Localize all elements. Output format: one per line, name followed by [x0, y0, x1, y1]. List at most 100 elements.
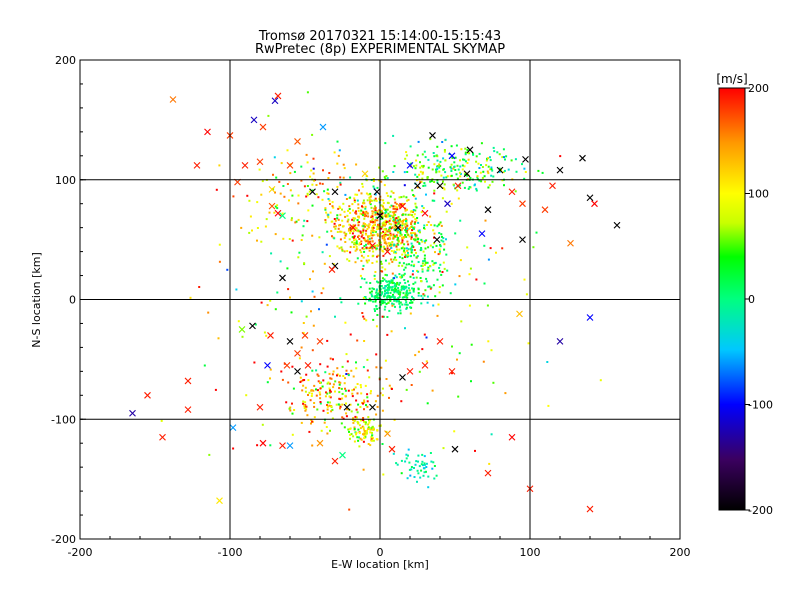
- data-point: [431, 467, 434, 470]
- data-point: [477, 162, 480, 165]
- data-point: [410, 251, 413, 254]
- data-point: [333, 237, 336, 240]
- data-point: [372, 318, 375, 321]
- data-point: [407, 280, 409, 283]
- data-point: [401, 236, 403, 239]
- data-point: [413, 287, 415, 290]
- data-point: [370, 438, 373, 440]
- data-point: [338, 247, 341, 250]
- data-point: [349, 251, 352, 254]
- data-point: [285, 401, 288, 404]
- data-point: [373, 277, 376, 280]
- data-point: [355, 229, 358, 232]
- data-point: [321, 385, 324, 388]
- data-point: [266, 304, 269, 307]
- data-point: [392, 452, 395, 455]
- data-point: [396, 208, 399, 211]
- data-point: [354, 217, 357, 220]
- cross-marker: [579, 154, 586, 162]
- data-point: [450, 163, 453, 166]
- data-point: [386, 333, 389, 336]
- data-point: [457, 168, 460, 171]
- data-point: [402, 285, 405, 288]
- data-point: [408, 289, 411, 292]
- cross-marker: [294, 138, 301, 145]
- data-point: [392, 303, 395, 306]
- data-point: [323, 262, 326, 265]
- data-point: [383, 241, 386, 244]
- data-point: [427, 266, 430, 269]
- cross-marker: [478, 230, 486, 238]
- data-point: [413, 238, 415, 241]
- data-point: [462, 158, 464, 161]
- data-point: [306, 185, 309, 187]
- data-point: [334, 315, 336, 318]
- data-point: [433, 224, 436, 227]
- data-point: [417, 261, 420, 263]
- data-point: [436, 155, 439, 158]
- data-point: [372, 227, 375, 229]
- data-point: [289, 406, 292, 409]
- data-point: [413, 249, 416, 251]
- data-point: [403, 223, 406, 226]
- data-point: [399, 242, 402, 245]
- data-point: [367, 416, 370, 419]
- data-point: [297, 194, 300, 197]
- cross-marker: [448, 152, 456, 160]
- data-point: [344, 321, 347, 324]
- data-point: [338, 381, 341, 384]
- data-point: [480, 142, 483, 145]
- data-point: [423, 224, 426, 227]
- colorbar-tick-label: 100: [748, 188, 769, 201]
- data-point: [413, 222, 416, 225]
- data-point: [380, 180, 383, 183]
- data-point: [415, 460, 418, 463]
- data-point: [490, 433, 493, 436]
- data-point: [415, 164, 418, 167]
- data-point: [299, 381, 302, 383]
- data-point: [425, 280, 428, 283]
- data-point: [297, 202, 300, 205]
- data-point: [226, 268, 229, 271]
- data-point: [368, 235, 371, 238]
- data-point: [401, 239, 404, 242]
- x-tick-label: 0: [377, 546, 384, 559]
- data-point: [389, 242, 392, 245]
- data-point: [394, 287, 397, 290]
- y-tick-label: -200: [51, 533, 76, 546]
- data-point: [440, 273, 443, 276]
- data-point: [504, 158, 506, 161]
- data-point: [510, 159, 513, 162]
- data-point: [456, 189, 459, 192]
- data-point: [387, 212, 390, 215]
- data-point: [393, 282, 396, 284]
- data-point: [385, 229, 388, 232]
- data-point: [293, 409, 296, 411]
- data-point: [419, 476, 422, 479]
- data-point: [412, 290, 415, 293]
- data-point: [397, 312, 400, 315]
- data-point: [541, 171, 544, 174]
- data-point: [346, 360, 349, 363]
- data-point: [264, 225, 267, 228]
- data-point: [353, 420, 356, 422]
- data-point: [362, 440, 365, 443]
- data-point: [362, 417, 365, 419]
- data-point: [341, 397, 344, 400]
- data-point: [426, 301, 429, 304]
- data-point: [330, 377, 333, 380]
- data-point: [398, 226, 401, 229]
- data-point: [343, 231, 346, 234]
- data-point: [411, 301, 414, 304]
- data-point: [359, 249, 362, 252]
- data-point: [464, 147, 467, 150]
- data-point: [412, 270, 414, 273]
- data-point: [373, 234, 376, 237]
- data-point: [480, 180, 483, 183]
- data-point: [388, 215, 391, 218]
- data-point: [372, 178, 375, 180]
- data-point: [311, 234, 314, 237]
- data-point: [349, 176, 352, 179]
- data-point: [384, 142, 387, 145]
- data-point: [273, 156, 276, 159]
